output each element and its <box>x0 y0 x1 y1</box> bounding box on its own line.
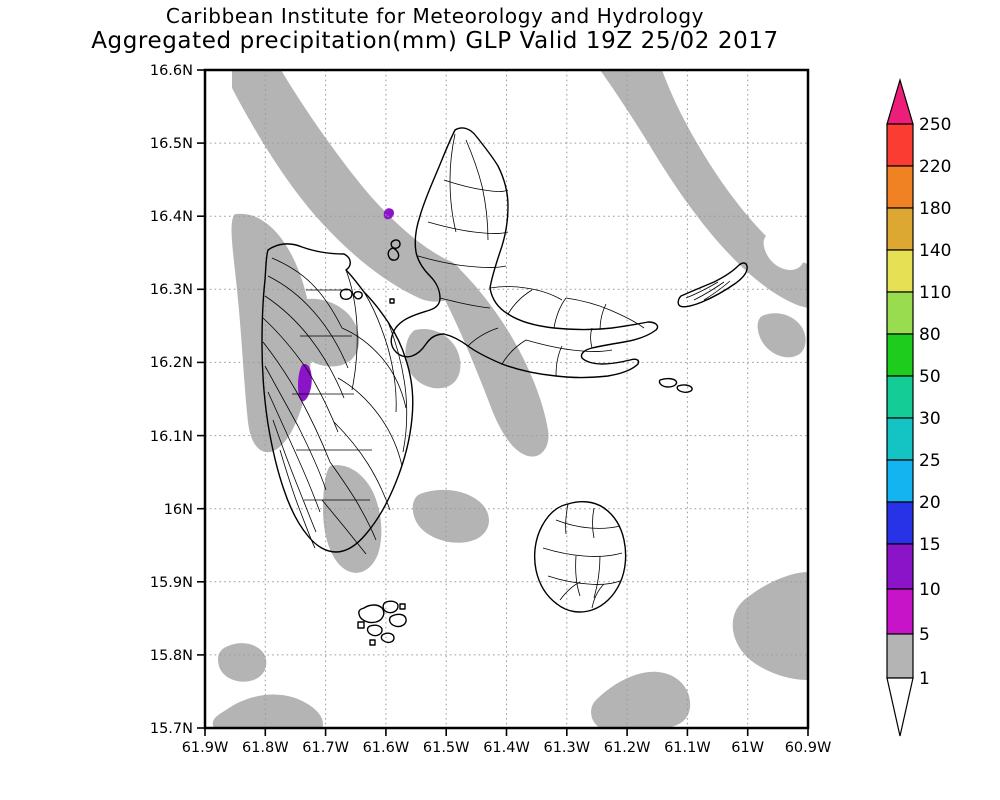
page-title: Aggregated precipitation(mm) GLP Valid 1… <box>91 28 779 54</box>
island-outline-ilet-goyave <box>390 239 401 249</box>
x-tick-label: 61.9W <box>182 740 229 756</box>
precip-region-1-5mm <box>218 643 267 682</box>
colorbar-tick-label: 15 <box>919 535 941 555</box>
precip-region-10-15mm <box>383 208 394 220</box>
y-tick-label: 16.1N <box>150 429 193 445</box>
colorbar-tick-label: 1 <box>919 669 930 689</box>
island-outline-petite-terre <box>658 377 678 388</box>
precip-region-1-5mm <box>732 572 808 680</box>
colorbar-band-15 <box>886 543 914 590</box>
precip-region-1-5mm <box>412 489 489 543</box>
island-outline-marie-galante <box>533 500 627 613</box>
colorbar-band-20 <box>886 501 914 545</box>
colorbar-band-140 <box>886 249 914 293</box>
island-outline-la-desirade <box>677 262 748 308</box>
colorbar-band-80 <box>886 333 914 377</box>
precip-region-1-5mm <box>763 234 804 270</box>
precip-region-1-5mm <box>442 262 549 457</box>
x-axis-ticks <box>204 728 809 736</box>
x-tick-label: 61W <box>731 740 764 756</box>
colorbar-tick-label: 30 <box>919 409 941 429</box>
colorbar-tick-label: 10 <box>919 580 941 600</box>
colorbar-tick-label: 5 <box>919 625 930 645</box>
precip-region-1-5mm <box>323 465 382 573</box>
y-tick-label: 16N <box>164 502 193 518</box>
precip-region-1-5mm <box>212 694 324 728</box>
x-tick-label: 60.9W <box>785 740 832 756</box>
island-outline-ilet-caret <box>387 247 400 261</box>
y-tick-label: 16.3N <box>150 282 193 298</box>
x-axis-labels: 61.9W 61.8W 61.7W 61.6W 61.5W 61.4W 61.3… <box>182 740 832 756</box>
gridlines <box>205 70 808 728</box>
island-outlines-layer <box>261 127 748 646</box>
precip-region-1-5mm <box>232 70 464 302</box>
x-tick-label: 61.8W <box>242 740 289 756</box>
colorbar-tick-label: 250 <box>919 115 951 135</box>
precip-region-1-5mm <box>293 298 360 367</box>
y-tick-label: 16.5N <box>150 136 193 152</box>
x-tick-label: 61.6W <box>363 740 410 756</box>
x-tick-label: 61.7W <box>302 740 349 756</box>
colorbar-extend-bottom <box>886 677 914 737</box>
institute-title: Caribbean Institute for Meteorology and … <box>165 4 705 28</box>
precip-region-1-5mm <box>591 671 691 728</box>
island-outline-grande-terre <box>390 127 659 379</box>
colorbar-band-10 <box>886 588 914 635</box>
colorbar-tick-label: 20 <box>919 493 941 513</box>
colorbar-tick-label: 220 <box>919 157 951 177</box>
precip-region-1-5mm <box>405 328 461 389</box>
colorbar-tick-label: 180 <box>919 199 951 219</box>
colorbar-tick-label: 110 <box>919 283 951 303</box>
island-outline-ilet-pigeon <box>339 288 353 300</box>
colorbar-band-180 <box>886 207 914 251</box>
island-outline-ilet-small <box>353 291 363 300</box>
precipitation-shading-layer <box>212 70 808 728</box>
y-tick-label: 15.9N <box>150 575 193 591</box>
x-tick-label: 61.4W <box>483 740 530 756</box>
colorbar-band-30 <box>886 417 914 461</box>
colorbar-band-5 <box>886 633 914 679</box>
y-tick-label: 16.2N <box>150 355 193 371</box>
y-tick-label: 16.4N <box>150 209 193 225</box>
chart-title-block: Caribbean Institute for Meteorology and … <box>0 4 870 55</box>
precip-region-1-5mm <box>452 687 490 716</box>
colorbar-tick-label: 80 <box>919 325 941 345</box>
y-tick-label: 15.8N <box>150 648 193 664</box>
precip-region-1-5mm <box>757 313 806 358</box>
x-tick-label: 61.2W <box>604 740 651 756</box>
precip-region-1-5mm <box>600 70 808 308</box>
precip-region-10-15mm <box>298 363 312 402</box>
x-tick-label: 61.1W <box>664 740 711 756</box>
colorbar-band-250 <box>886 123 914 167</box>
colorbar-extend-top <box>886 77 914 125</box>
island-outline-petite-terre-2 <box>676 384 693 393</box>
colorbar-tick-label: 50 <box>919 367 941 387</box>
x-tick-label: 61.5W <box>423 740 470 756</box>
x-tick-label: 61.3W <box>543 740 590 756</box>
y-tick-label: 15.7N <box>150 721 193 737</box>
y-tick-label: 16.6N <box>150 63 193 79</box>
colorbar-tick-label: 140 <box>919 241 951 261</box>
colorbar-band-50 <box>886 375 914 419</box>
y-axis-ticks <box>197 69 205 729</box>
colorbar-band-25 <box>886 459 914 503</box>
island-outline-ilet-tiny <box>389 298 395 304</box>
colorbar-band-110 <box>886 291 914 335</box>
island-outline-les-saintes <box>357 600 407 646</box>
y-axis-labels: 16.6N 16.5N 16.4N 16.3N 16.2N 16.1N 16N … <box>150 63 193 737</box>
colorbar-tick-labels: 250 220 180 140 110 80 50 30 25 20 15 10… <box>919 115 951 689</box>
colorbar-band-220 <box>886 165 914 209</box>
precip-region-1-5mm <box>231 213 312 453</box>
island-outline-basse-terre <box>261 243 414 553</box>
colorbar-tick-label: 25 <box>919 451 941 471</box>
